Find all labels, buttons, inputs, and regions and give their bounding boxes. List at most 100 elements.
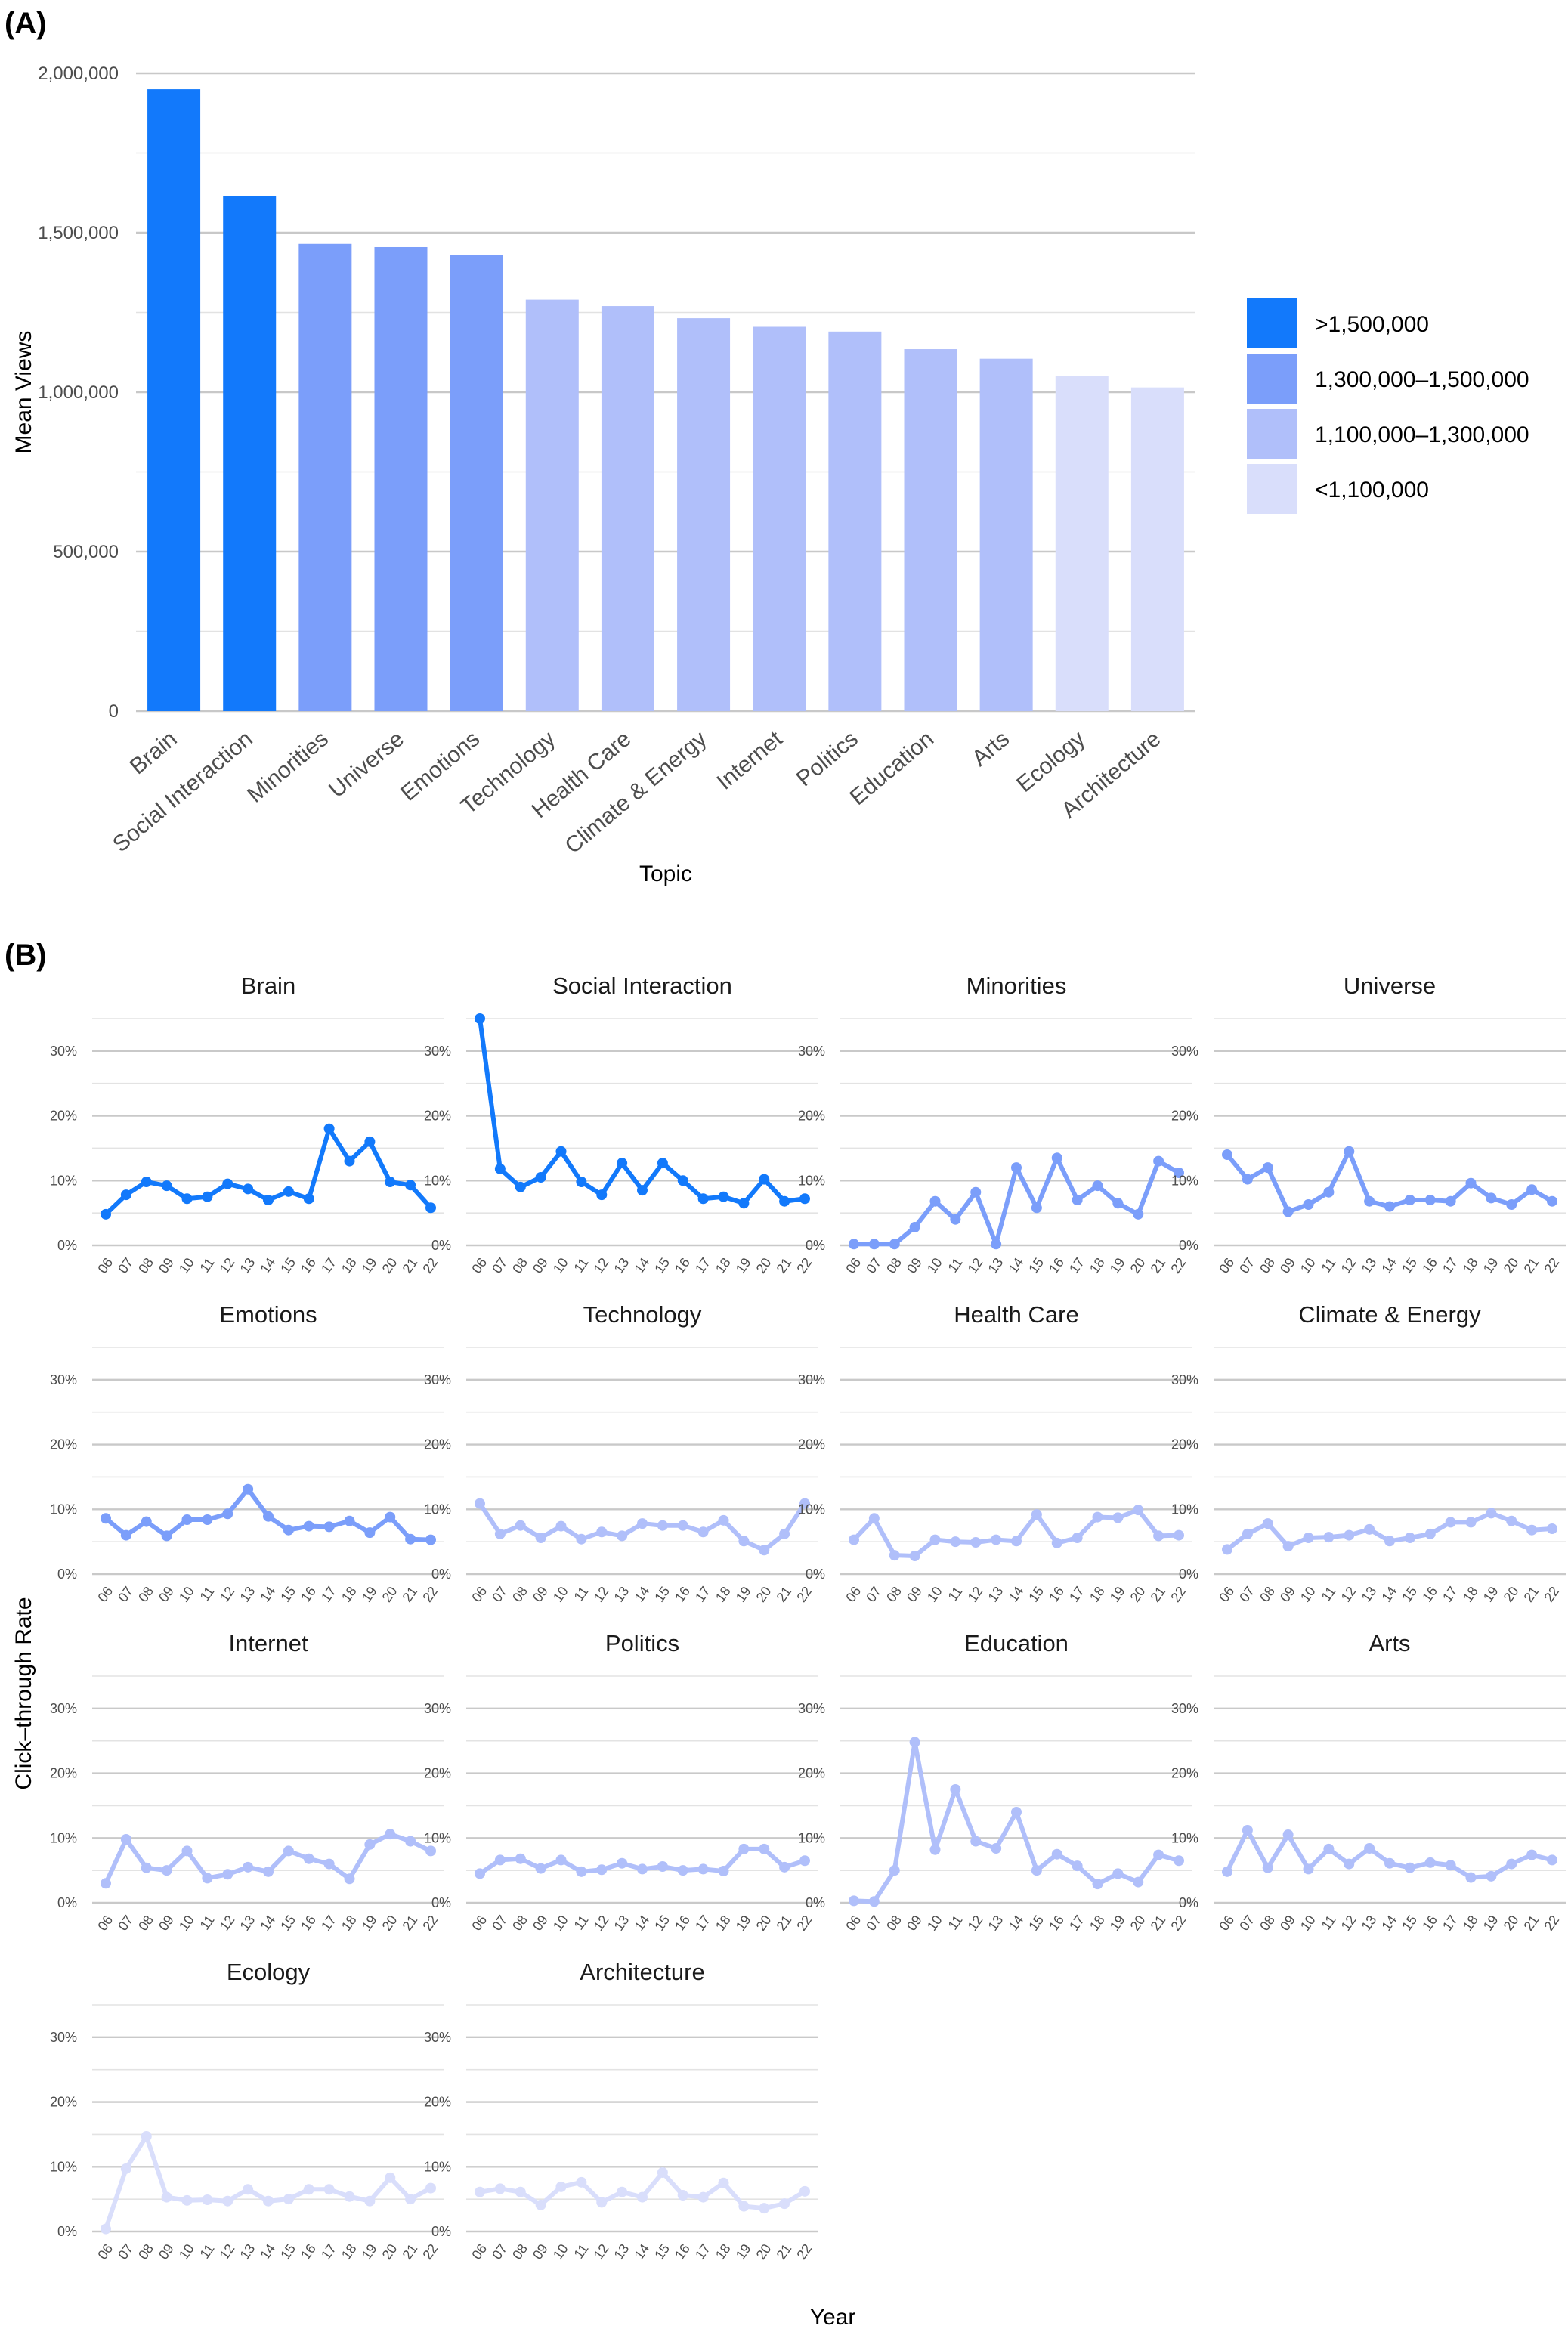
data-point	[1262, 1862, 1273, 1873]
data-point	[515, 2186, 526, 2197]
data-point	[718, 1191, 729, 1202]
x-tick-label: 12	[1338, 1255, 1359, 1276]
x-tick-label: 19	[733, 1913, 754, 1934]
x-tick-label: 07	[489, 1255, 510, 1276]
x-tick-label: 20	[753, 1913, 775, 1934]
x-tick-label: 13	[237, 1913, 258, 1934]
data-point	[535, 2199, 546, 2210]
x-tick-label: 13	[1359, 1913, 1380, 1934]
x-tick-label: 13	[237, 1255, 258, 1276]
data-point	[1344, 1858, 1355, 1870]
data-point	[202, 2194, 213, 2205]
data-point	[263, 1195, 274, 1205]
series-line	[478, 1016, 807, 1206]
bar-ecology	[1055, 376, 1109, 711]
x-tick-label: 20	[1501, 1255, 1522, 1276]
facet-title: Technology	[583, 1301, 702, 1328]
data-point	[344, 1515, 355, 1526]
x-tick-label: 10	[924, 1255, 945, 1276]
x-tick-label: 15	[277, 2241, 298, 2262]
data-point	[1222, 1866, 1232, 1877]
x-tick-label: 08	[509, 1913, 530, 1934]
data-point	[849, 1895, 859, 1907]
data-point	[738, 1843, 750, 1854]
x-tick-label: 14	[257, 1584, 278, 1605]
data-point	[1465, 1872, 1477, 1883]
x-tick-label: 16	[672, 1584, 693, 1605]
data-point	[161, 1530, 172, 1542]
bar-architecture	[1130, 387, 1184, 711]
data-point	[617, 1857, 628, 1869]
x-tick-label: Climate & Energy	[561, 726, 712, 858]
y-tick-label: 20%	[798, 1437, 825, 1452]
data-point	[677, 1520, 688, 1531]
x-tick-label: 19	[359, 1255, 380, 1276]
y-tick-label: 10%	[50, 1502, 77, 1517]
x-tick-label: 12	[591, 1584, 612, 1605]
x-tick-label: 10	[924, 1584, 945, 1605]
data-point	[120, 1189, 131, 1201]
data-point	[1011, 1807, 1022, 1817]
x-tick-label: 21	[400, 1255, 421, 1276]
x-tick-label: 19	[1480, 1255, 1502, 1276]
data-point	[1486, 1192, 1497, 1204]
data-point	[1092, 1180, 1103, 1192]
x-axis-title: Topic	[639, 861, 692, 886]
data-point	[1262, 1162, 1273, 1174]
data-point	[344, 1155, 355, 1167]
data-point	[344, 1873, 355, 1885]
x-tick-label: 21	[774, 1255, 795, 1276]
data-point	[303, 1853, 314, 1864]
x-tick-label: 17	[1066, 1913, 1087, 1934]
x-tick-label: 15	[651, 1913, 673, 1934]
x-tick-label: 16	[672, 1255, 693, 1276]
x-tick-label: 10	[550, 1255, 571, 1276]
x-tick-label: 15	[1025, 1255, 1047, 1276]
data-point	[799, 2185, 810, 2197]
data-point	[889, 1550, 900, 1561]
y-tick-label: 0%	[1179, 1567, 1198, 1582]
data-point	[243, 1861, 254, 1873]
data-point	[323, 2184, 335, 2195]
data-point	[141, 2131, 152, 2142]
x-tick-label: 15	[277, 1913, 298, 1934]
x-tick-label: 14	[631, 2241, 652, 2262]
bar-climate-and-energy	[677, 318, 731, 711]
y-tick-label: 20%	[50, 1437, 77, 1452]
y-tick-label: 30%	[424, 1701, 451, 1716]
x-tick-label: 07	[489, 2241, 510, 2262]
x-tick-label: 12	[965, 1584, 986, 1605]
x-tick-label: 11	[197, 1584, 218, 1604]
x-tick-label: 12	[217, 2241, 238, 2262]
data-point	[1404, 1195, 1415, 1205]
x-tick-label: 09	[530, 1584, 551, 1605]
data-point	[779, 2198, 790, 2210]
data-point	[555, 1520, 567, 1532]
data-point	[991, 1843, 1002, 1854]
x-tick-label: 06	[94, 1584, 116, 1605]
x-tick-label: 21	[400, 1584, 421, 1605]
x-tick-label: 16	[298, 1255, 319, 1276]
x-tick-label: 17	[1066, 1255, 1087, 1276]
bar-social-interaction	[223, 196, 277, 712]
x-tick-label: 08	[509, 1584, 530, 1605]
y-tick-label: 10%	[798, 1830, 825, 1845]
y-tick-label: 20%	[424, 2095, 451, 2110]
legend-label: <1,100,000	[1315, 478, 1429, 503]
x-tick-label: 08	[883, 1584, 905, 1605]
data-point	[101, 2223, 111, 2235]
x-tick-label: 17	[318, 1913, 339, 1934]
data-point	[950, 1214, 961, 1225]
data-point	[799, 1193, 810, 1205]
data-point	[283, 2194, 294, 2205]
data-point	[494, 1528, 506, 1539]
x-tick-label: 14	[1005, 1255, 1026, 1276]
x-tick-label: 21	[774, 1584, 795, 1605]
x-tick-label: 19	[733, 1584, 754, 1605]
x-tick-label: 14	[631, 1255, 652, 1276]
data-point	[799, 1855, 810, 1867]
data-point	[303, 1193, 314, 1205]
